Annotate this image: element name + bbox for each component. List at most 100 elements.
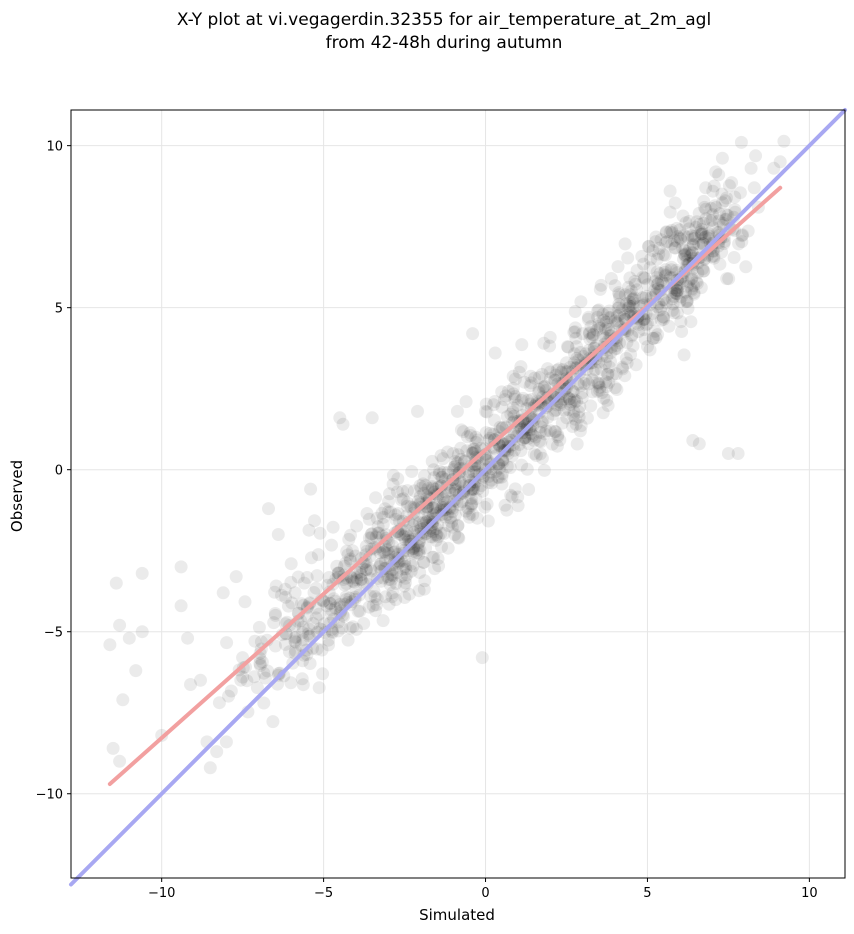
scatter-point — [359, 563, 373, 576]
scatter-point — [613, 308, 627, 322]
scatter-point — [588, 363, 602, 377]
scatter-point — [248, 634, 262, 648]
scatter-point — [406, 532, 420, 546]
scatter-point — [727, 251, 741, 264]
scatter-point — [643, 261, 657, 275]
scatter-point — [643, 343, 657, 357]
scatter-point — [339, 590, 353, 604]
scatter-point — [342, 532, 356, 546]
scatter-point — [288, 586, 302, 600]
scatter-point — [658, 248, 672, 262]
scatter-point — [584, 320, 598, 334]
scatter-point — [627, 296, 641, 310]
scatter-point — [364, 564, 378, 578]
scatter-point — [417, 582, 431, 596]
scatter-point — [194, 673, 207, 687]
scatter-point — [541, 411, 555, 424]
scatter-point — [605, 368, 619, 382]
scatter-point — [425, 480, 439, 494]
scatter-point — [550, 439, 564, 453]
scatter-point — [441, 519, 455, 533]
scatter-point — [181, 631, 195, 645]
scatter-point — [454, 423, 468, 437]
scatter-point — [664, 260, 678, 274]
scatter-point — [553, 398, 567, 412]
scatter-point — [680, 295, 693, 309]
x-axis-ticks: −10 −5 0 5 10 — [148, 878, 818, 901]
scatter-point — [526, 418, 540, 432]
scatter-point — [387, 545, 400, 559]
scatter-point — [336, 417, 350, 431]
scatter-point — [522, 422, 536, 436]
scatter-point — [668, 241, 682, 255]
scatter-point — [523, 379, 537, 393]
scatter-point — [611, 260, 625, 274]
scatter-point — [667, 234, 681, 247]
scatter-point — [296, 678, 310, 692]
scatter-point — [575, 391, 589, 405]
scatter-point — [397, 530, 411, 543]
scatter-point — [648, 283, 662, 297]
scatter-point — [397, 579, 411, 593]
scatter-point — [312, 681, 326, 695]
scatter-point — [462, 507, 476, 521]
scatter-point — [713, 257, 727, 271]
scatter-point — [429, 522, 443, 536]
scatter-point — [686, 246, 700, 260]
scatter-point — [656, 248, 670, 262]
scatter-point — [638, 332, 652, 346]
scatter-point — [379, 546, 393, 560]
scatter-point — [732, 237, 746, 251]
scatter-point — [568, 412, 582, 426]
scatter-point — [549, 368, 563, 382]
scatter-point — [374, 557, 388, 571]
scatter-point — [557, 403, 571, 417]
scatter-point — [113, 618, 127, 632]
scatter-point — [356, 576, 370, 590]
scatter-point — [505, 449, 519, 463]
scatter-point — [432, 559, 446, 573]
scatter-point — [464, 491, 478, 505]
scatter-point — [402, 587, 416, 601]
scatter-point — [632, 325, 645, 338]
scatter-point — [417, 555, 430, 569]
scatter-point — [425, 454, 439, 468]
scatter-point — [391, 507, 405, 521]
scatter-point — [219, 735, 233, 749]
scatter-point — [535, 451, 549, 465]
scatter-point — [412, 543, 426, 557]
scatter-point — [538, 427, 552, 441]
scatter-point — [331, 624, 345, 638]
scatter-point — [583, 326, 597, 339]
scatter-point — [330, 559, 344, 573]
scatter-point — [568, 347, 581, 361]
scatter-point — [311, 548, 325, 562]
scatter-point — [284, 575, 298, 589]
scatter-point — [385, 568, 399, 582]
scatter-point — [660, 296, 673, 310]
scatter-point — [396, 562, 410, 576]
scatter-point — [676, 209, 690, 223]
scatter-point — [435, 470, 449, 484]
scatter-point — [685, 282, 699, 296]
scatter-point — [543, 365, 557, 379]
scatter-point — [374, 557, 387, 571]
scatter-point — [600, 367, 614, 381]
scatter-point — [642, 239, 656, 253]
scatter-point — [360, 507, 374, 520]
scatter-point — [216, 586, 230, 600]
scatter-point — [581, 312, 595, 326]
scatter-point — [694, 227, 708, 241]
scatter-point — [220, 636, 234, 650]
scatter-point — [174, 560, 188, 574]
scatter-point — [694, 225, 708, 239]
scatter-point — [598, 322, 612, 336]
y-axis-ticks: −10 −5 0 5 10 — [36, 140, 71, 803]
scatter-point — [688, 229, 702, 243]
scatter-point — [610, 383, 624, 396]
scatter-point — [621, 280, 635, 294]
scatter-point — [404, 564, 418, 578]
scatter-point — [267, 616, 281, 630]
scatter-point — [543, 330, 557, 344]
scatter-point — [612, 297, 626, 311]
